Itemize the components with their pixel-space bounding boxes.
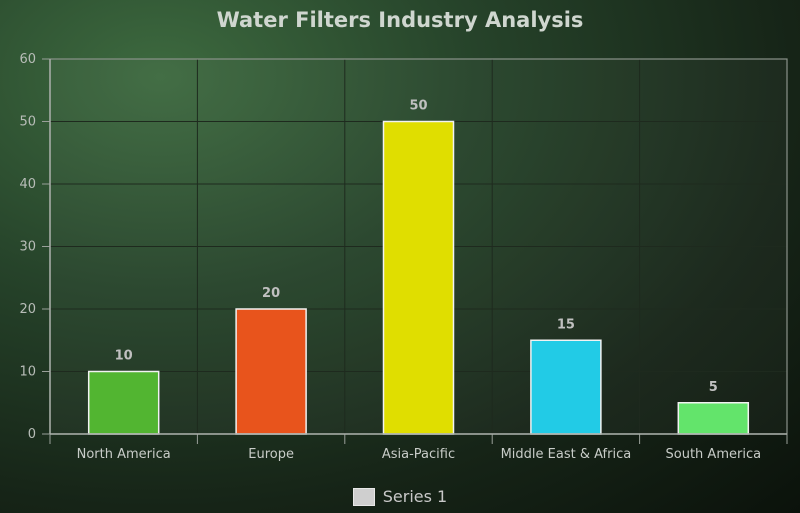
y-tick-label: 20 xyxy=(19,302,36,317)
y-tick-label: 60 xyxy=(19,52,36,67)
y-tick-label: 30 xyxy=(19,240,36,255)
y-tick-label: 10 xyxy=(19,365,36,380)
y-tick-label: 0 xyxy=(28,427,36,442)
chart-title: Water Filters Industry Analysis xyxy=(216,8,584,32)
data-label: 50 xyxy=(409,99,427,114)
data-label: 5 xyxy=(709,380,718,395)
data-label: 10 xyxy=(115,349,133,364)
data-label: 20 xyxy=(262,286,280,301)
y-tick-label: 50 xyxy=(19,115,36,130)
bar[interactable] xyxy=(87,370,160,435)
x-tick-label: South America xyxy=(666,447,762,462)
bar[interactable] xyxy=(530,339,602,435)
legend-swatch xyxy=(352,487,375,506)
x-tick-label: Middle East & Africa xyxy=(501,447,632,462)
legend[interactable]: Series 1 xyxy=(0,487,800,506)
legend-label: Series 1 xyxy=(382,487,448,506)
x-tick-label: North America xyxy=(77,447,171,462)
bar[interactable] xyxy=(677,402,750,435)
bar[interactable] xyxy=(235,308,307,435)
bar[interactable] xyxy=(382,120,455,435)
x-tick-label: Asia-Pacific xyxy=(382,447,455,462)
data-label: 15 xyxy=(557,317,575,332)
y-tick-label: 40 xyxy=(19,177,36,192)
x-tick-label: Europe xyxy=(248,447,294,462)
